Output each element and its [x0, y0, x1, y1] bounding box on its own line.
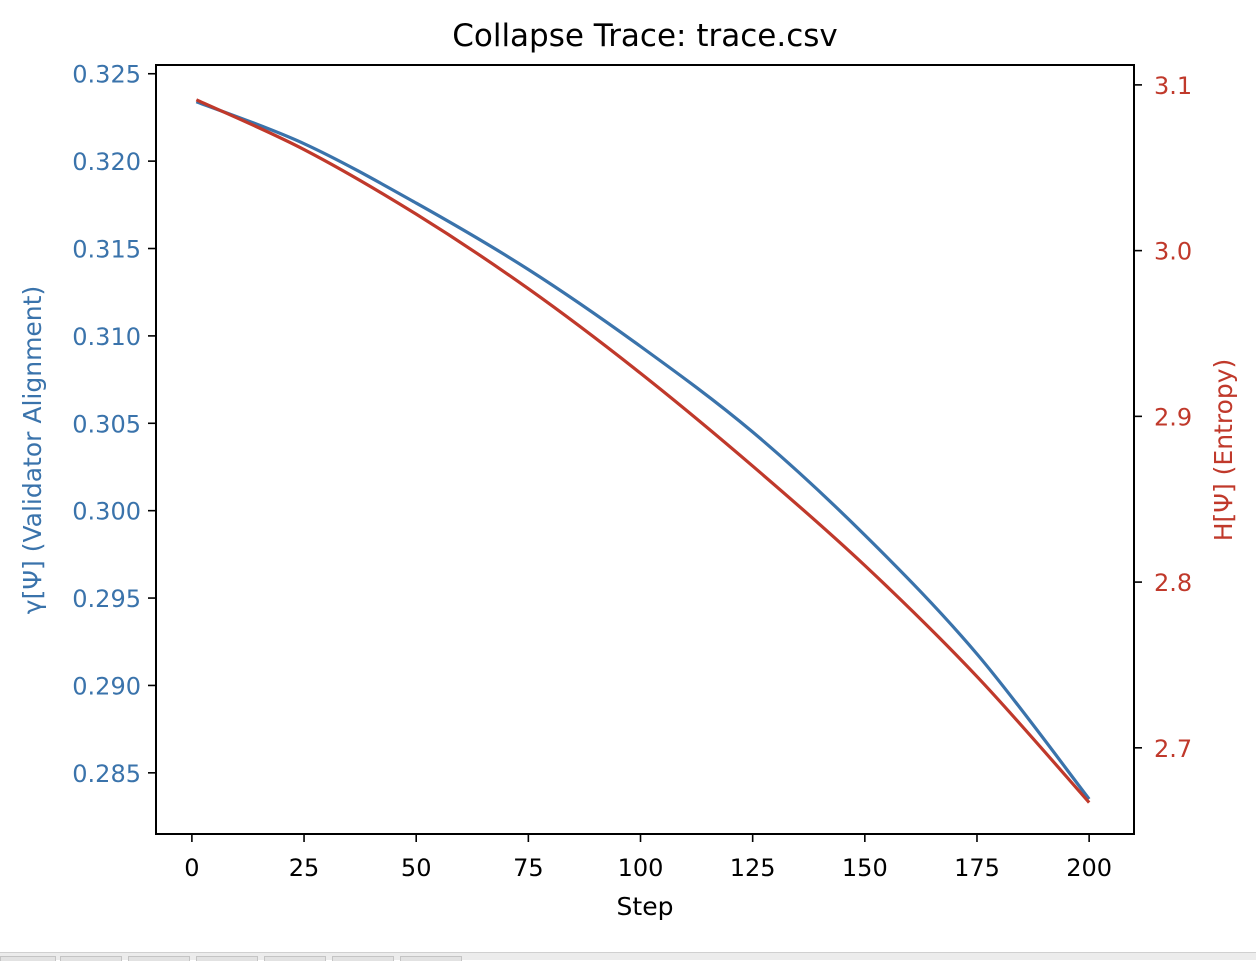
y-left-tick-label: 0.315: [72, 236, 141, 264]
x-tick-label: 0: [184, 854, 199, 882]
y-left-tick-label: 0.290: [72, 672, 141, 700]
toolbar-button[interactable]: [400, 956, 462, 961]
y-right-tick-label: 2.9: [1154, 403, 1192, 431]
y-right-axis-label: H[Ψ] (Entropy): [1209, 359, 1238, 542]
x-axis: 0 25 50 75 100 125 150 175 200: [184, 834, 1112, 882]
x-tick-label: 100: [618, 854, 664, 882]
y-left-axis-label: γ[Ψ] (Validator Alignment): [18, 286, 47, 614]
toolbar-button[interactable]: [60, 956, 122, 961]
y-left-tick-label: 0.285: [72, 760, 141, 788]
toolbar-button[interactable]: [196, 956, 258, 961]
y-left-tick-label: 0.300: [72, 498, 141, 526]
series-line-alignment: [195, 100, 1091, 801]
y-left-tick-label: 0.305: [72, 410, 141, 438]
y-left-axis: 0.285 0.290 0.295 0.300 0.305 0.310 0.315 0.320…: [72, 61, 156, 788]
series-layer: [195, 98, 1091, 804]
y-right-axis: 2.7 2.8 2.9 3.0 3.1: [1134, 72, 1192, 763]
chart-title: Collapse Trace: trace.csv: [452, 18, 838, 54]
x-tick-label: 125: [730, 854, 776, 882]
y-left-tick-label: 0.325: [72, 61, 141, 89]
x-tick-label: 75: [513, 854, 544, 882]
y-left-tick-label: 0.310: [72, 323, 141, 351]
x-tick-label: 50: [401, 854, 432, 882]
y-left-tick-label: 0.295: [72, 585, 141, 613]
window-toolbar-strip: [0, 952, 1256, 961]
toolbar-button[interactable]: [128, 956, 190, 961]
x-tick-label: 175: [954, 854, 1000, 882]
toolbar-button[interactable]: [332, 956, 394, 961]
y-right-tick-label: 2.8: [1154, 569, 1192, 597]
plot-area-border: [155, 64, 1135, 835]
toolbar-button[interactable]: [0, 956, 56, 961]
y-right-tick-label: 3.0: [1154, 238, 1192, 266]
x-tick-label: 200: [1066, 854, 1112, 882]
x-axis-label: Step: [617, 892, 674, 921]
x-tick-label: 150: [842, 854, 888, 882]
plot-frame: [155, 64, 1135, 835]
toolbar-button[interactable]: [264, 956, 326, 961]
y-right-tick-label: 2.7: [1154, 735, 1192, 763]
x-tick-label: 25: [289, 854, 320, 882]
y-right-tick-label: 3.1: [1154, 72, 1192, 100]
y-left-tick-label: 0.320: [72, 148, 141, 176]
series-line-entropy: [195, 98, 1091, 804]
